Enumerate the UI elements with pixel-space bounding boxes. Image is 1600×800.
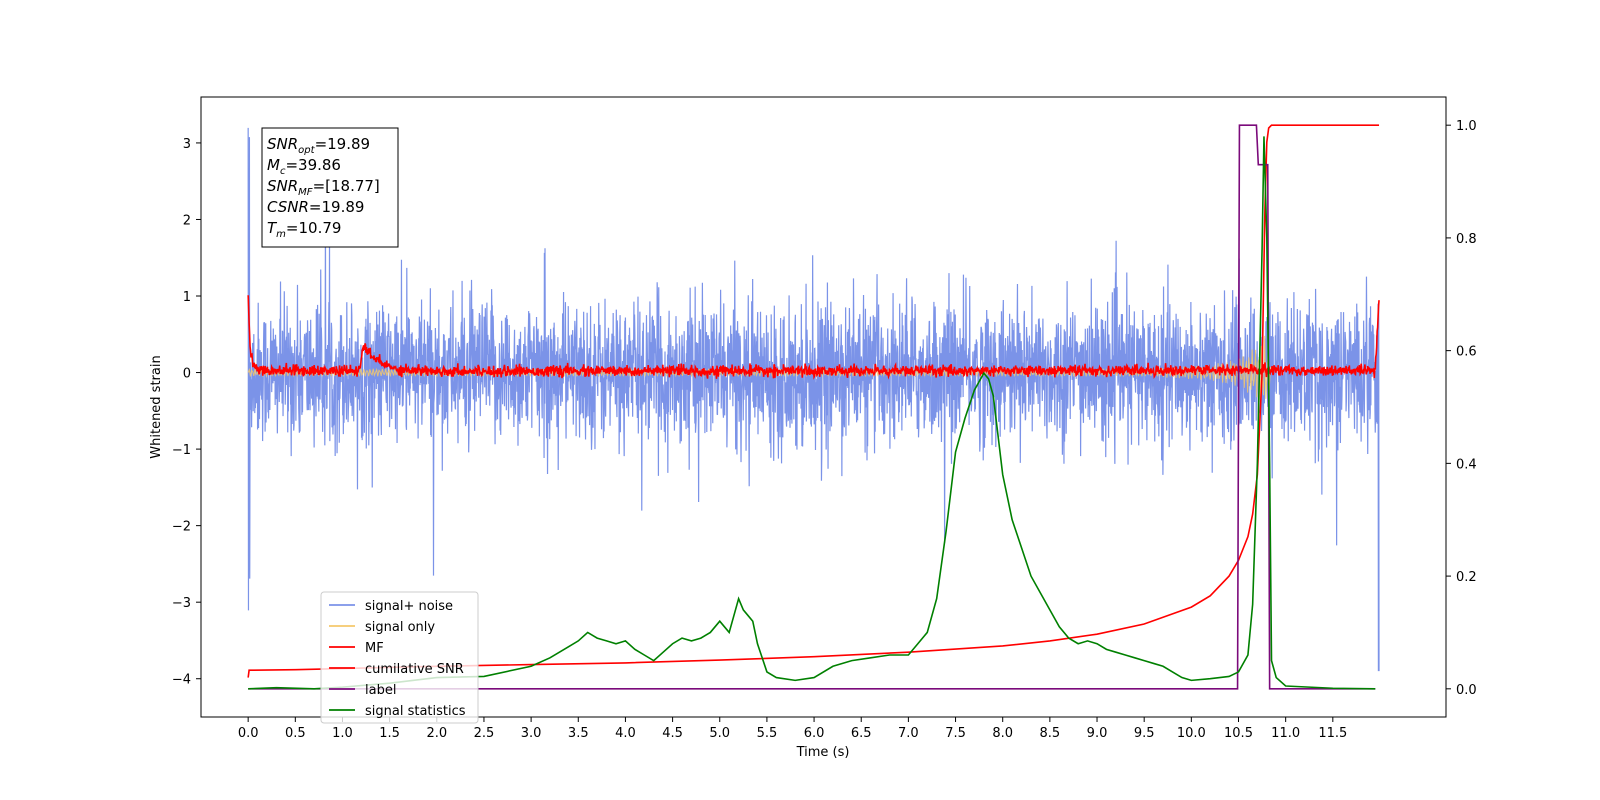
x-axis: 0.0 0.5 1.0 1.5 2.0 2.5 3.0 3.5 4.0 4.5 5.0 5.5 6.0 6… — [238, 717, 1347, 741]
y-right-tick-label: 0.6 — [1456, 345, 1477, 360]
x-tick-label: 4.0 — [615, 726, 636, 741]
x-tick-label: 11.0 — [1271, 726, 1300, 741]
annotation-symbol: CSNR — [267, 198, 309, 216]
annotation-line: CSNR=19.89 — [267, 198, 364, 216]
x-tick-label: 8.0 — [992, 726, 1013, 741]
y-left-tick-label: −1 — [172, 443, 191, 458]
annotation-line: SNRopt=19.89 — [267, 135, 370, 156]
annotation-symbol: M — [267, 156, 280, 174]
annotation-value: =19.89 — [309, 198, 365, 216]
series-mf — [247, 295, 1380, 380]
y-left-tick-label: 2 — [183, 213, 191, 228]
annotation-frame — [261, 127, 399, 248]
y-right-tick-label: 0.0 — [1456, 683, 1477, 698]
x-tick-label: 9.0 — [1087, 726, 1108, 741]
series-layer — [247, 124, 1380, 690]
legend: signal+ noise signal only MF cumilative SNR… — [320, 591, 479, 724]
legend-label: MF — [365, 641, 384, 656]
annotation-line: SNRMF=[18.77] — [267, 177, 380, 198]
x-tick-label: 5.5 — [757, 726, 778, 741]
y-right-tick-label: 0.4 — [1456, 457, 1477, 472]
annotation-value: =10.79 — [286, 219, 342, 237]
x-tick-label: 9.5 — [1134, 726, 1155, 741]
series-signal-statistics — [248, 136, 1376, 690]
x-tick-label: 10.0 — [1177, 726, 1206, 741]
annotation-subscript: m — [276, 229, 286, 240]
annotation-subscript: c — [280, 166, 286, 177]
x-tick-label: 6.5 — [851, 726, 872, 741]
y-right-tick-label: 1.0 — [1456, 119, 1477, 134]
y-axis-right: 1.0 0.8 0.6 0.4 0.2 0.0 — [1446, 119, 1477, 698]
annotation-symbol: SNR — [267, 135, 298, 153]
legend-label: signal only — [365, 620, 435, 635]
y-right-tick-label: 0.8 — [1456, 232, 1477, 247]
x-tick-label: 2.0 — [426, 726, 447, 741]
y-left-tick-label: 0 — [183, 367, 191, 382]
x-tick-label: 3.5 — [568, 726, 589, 741]
series-cumulative-snr — [247, 124, 1380, 678]
x-axis-label: Time (s) — [796, 745, 850, 760]
x-tick-label: 1.5 — [379, 726, 400, 741]
x-tick-label: 2.5 — [474, 726, 495, 741]
annotation-symbol: SNR — [267, 177, 298, 195]
annotation-line: Tm=10.79 — [267, 219, 341, 240]
legend-label: label — [365, 683, 396, 698]
legend-label: cumilative SNR — [365, 662, 464, 677]
x-tick-label: 4.5 — [662, 726, 683, 741]
x-tick-label: 5.0 — [709, 726, 730, 741]
y-left-tick-label: −4 — [172, 673, 191, 688]
y-axis-label: Whitened strain — [149, 355, 164, 458]
x-tick-label: 1.0 — [332, 726, 353, 741]
annotation-subscript: opt — [298, 145, 315, 156]
y-left-tick-label: 3 — [183, 137, 191, 152]
legend-label: signal+ noise — [365, 599, 453, 614]
annotation-line: Mc=39.86 — [267, 156, 341, 177]
x-tick-label: 7.5 — [945, 726, 966, 741]
series-label — [248, 124, 1376, 690]
series-signal-noise — [247, 127, 1380, 672]
x-tick-label: 11.5 — [1318, 726, 1347, 741]
x-tick-label: 3.0 — [521, 726, 542, 741]
annotation-box: SNRopt=19.89Mc=39.86SNRMF=[18.77]CSNR=19… — [261, 127, 399, 248]
annotation-symbol: T — [267, 219, 278, 237]
x-tick-label: 0.0 — [238, 726, 259, 741]
y-right-tick-label: 0.2 — [1456, 570, 1477, 585]
annotation-subscript: MF — [298, 187, 313, 198]
legend-label: signal statistics — [365, 704, 466, 719]
y-left-tick-label: −3 — [172, 596, 191, 611]
x-tick-label: 10.5 — [1224, 726, 1253, 741]
x-tick-label: 0.5 — [285, 726, 306, 741]
annotation-value: =39.86 — [285, 156, 341, 174]
y-left-tick-label: 1 — [183, 290, 191, 305]
annotation-value: =[18.77] — [313, 177, 380, 195]
annotation-value: =19.89 — [315, 135, 371, 153]
x-tick-label: 6.0 — [804, 726, 825, 741]
y-left-tick-label: −2 — [172, 520, 191, 535]
plot-frame — [200, 96, 1447, 718]
y-axis-left: 3 2 1 0 −1 −2 −3 −4 — [172, 137, 201, 688]
legend-frame — [320, 591, 479, 724]
x-tick-label: 8.5 — [1040, 726, 1061, 741]
x-tick-label: 7.0 — [898, 726, 919, 741]
